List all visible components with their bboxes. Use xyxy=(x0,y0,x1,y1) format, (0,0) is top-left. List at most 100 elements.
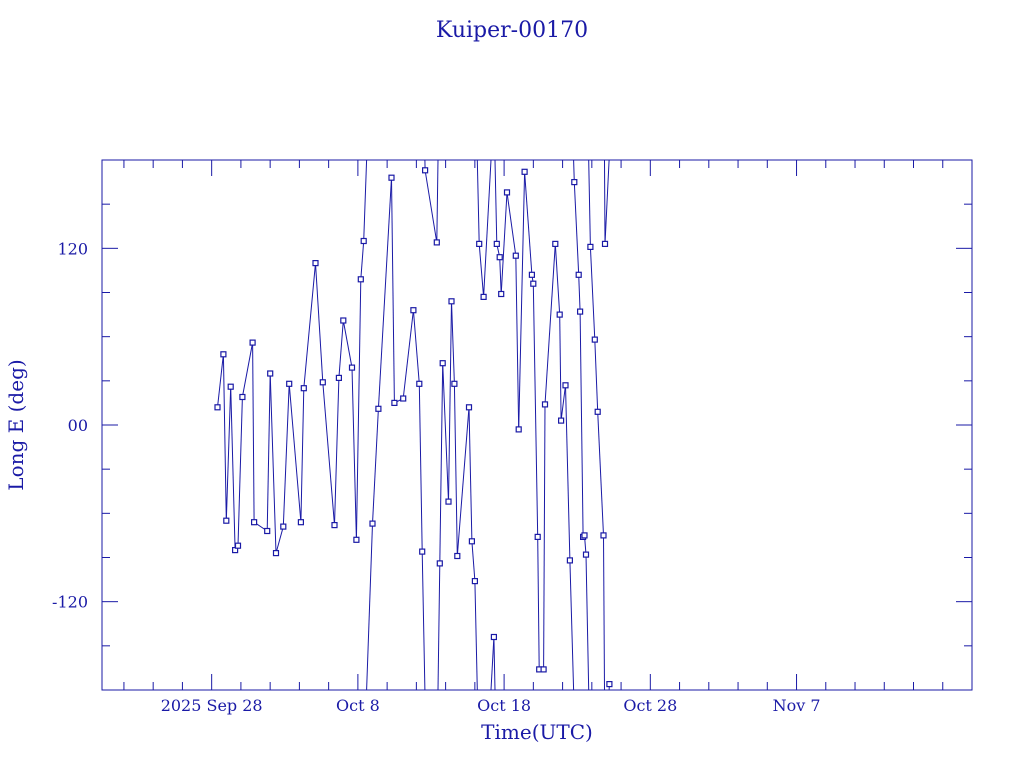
y-tick-label: 00 xyxy=(68,416,88,435)
data-point xyxy=(340,317,347,324)
series-line-segment xyxy=(225,386,232,521)
series-line-segment xyxy=(585,554,590,691)
series-line-segment xyxy=(573,182,580,275)
data-point xyxy=(606,680,613,688)
data-point xyxy=(419,548,426,555)
series-line-segment xyxy=(532,283,539,537)
data-point xyxy=(375,405,382,412)
series-line-segment xyxy=(266,373,271,532)
plot-frame xyxy=(101,159,973,691)
data-point xyxy=(300,385,307,392)
data-point xyxy=(581,532,588,539)
data-point xyxy=(601,240,609,247)
series-line-segment xyxy=(282,383,290,527)
series-line-segment xyxy=(474,581,478,691)
series-line-segment xyxy=(537,536,540,670)
series-line-segment xyxy=(589,246,596,340)
series-line-segment xyxy=(288,383,302,523)
data-point xyxy=(272,549,280,557)
series-line-segment xyxy=(418,383,423,552)
data-point xyxy=(391,399,398,406)
data-point xyxy=(436,560,443,567)
data-point xyxy=(312,260,319,267)
data-point xyxy=(454,552,461,560)
data-point xyxy=(468,538,475,545)
series-line-segment xyxy=(252,342,255,523)
data-point xyxy=(357,276,364,283)
data-point xyxy=(571,179,578,186)
series-line-segment xyxy=(500,192,508,295)
data-point xyxy=(503,189,511,196)
data-point xyxy=(348,364,356,371)
series-line-segment xyxy=(594,339,599,412)
series-line-segment xyxy=(569,560,575,691)
data-point xyxy=(498,290,505,298)
data-point xyxy=(220,351,227,358)
data-point xyxy=(541,401,549,408)
series-line-segment xyxy=(588,159,591,247)
series-line-segment xyxy=(560,385,566,421)
series-line-segment xyxy=(448,301,452,502)
data-point xyxy=(331,521,338,529)
data-point xyxy=(540,666,547,673)
data-point xyxy=(521,168,528,175)
data-point xyxy=(594,408,601,415)
series-line-segment xyxy=(578,274,581,312)
series-line-segment xyxy=(391,177,395,403)
x-axis-label: Time(UTC) xyxy=(481,720,593,744)
series-line-segment xyxy=(451,301,455,384)
data-point xyxy=(335,374,342,381)
series-line-segment xyxy=(493,636,496,691)
series-line-segment xyxy=(518,171,526,430)
data-point xyxy=(353,536,360,543)
series-line-segment xyxy=(597,411,604,536)
x-axis-ticks: 2025 Sep 28 Oct 8 Oct 18 Oct 28 Nov 7 xyxy=(123,160,973,715)
series-line-segment xyxy=(468,407,473,542)
y-axis-ticks: 120 00 -120 xyxy=(52,203,972,647)
data-point xyxy=(267,370,274,377)
data-point xyxy=(239,393,246,401)
series-line-segment xyxy=(275,526,284,554)
x-tick-label: Nov 7 xyxy=(773,696,821,715)
data-point xyxy=(388,174,395,181)
series-line-segment xyxy=(315,263,324,383)
series-line-segment xyxy=(436,159,439,243)
data-point xyxy=(234,542,242,549)
series-line-segment xyxy=(421,551,426,691)
data-point xyxy=(448,298,455,305)
data-point xyxy=(249,339,256,346)
series-line-segment xyxy=(603,535,605,691)
data-point xyxy=(251,519,258,526)
series-line-segment xyxy=(402,310,414,399)
data-point xyxy=(587,243,594,250)
data-point xyxy=(576,308,584,315)
series-line-segment xyxy=(515,255,520,430)
data-point xyxy=(297,519,304,526)
series-line-segment xyxy=(412,310,420,384)
series-line-segment xyxy=(524,171,533,275)
series-line-segment xyxy=(355,279,362,540)
data-point xyxy=(562,382,569,389)
series-line-segment xyxy=(453,383,458,557)
data-point xyxy=(556,311,563,318)
data-point xyxy=(534,533,541,541)
data-point xyxy=(552,240,559,247)
series-line-segment xyxy=(230,386,236,551)
series-line-segment xyxy=(604,159,606,244)
data-point xyxy=(465,404,473,411)
data-point xyxy=(369,520,376,527)
series-line-segment xyxy=(565,385,571,561)
series-line-segment xyxy=(237,396,243,546)
data-point xyxy=(445,498,452,505)
chart-title: Kuiper-00170 xyxy=(436,18,588,43)
series-line-segment xyxy=(360,240,365,280)
y-tick-label: 120 xyxy=(57,239,88,258)
series-line-segment xyxy=(377,177,392,409)
series-line-segment xyxy=(471,541,476,582)
data-point xyxy=(490,633,497,641)
series-line-segment xyxy=(439,363,444,564)
data-series xyxy=(214,159,613,691)
series-line-segment xyxy=(483,159,492,297)
series-line-segment xyxy=(442,363,449,502)
